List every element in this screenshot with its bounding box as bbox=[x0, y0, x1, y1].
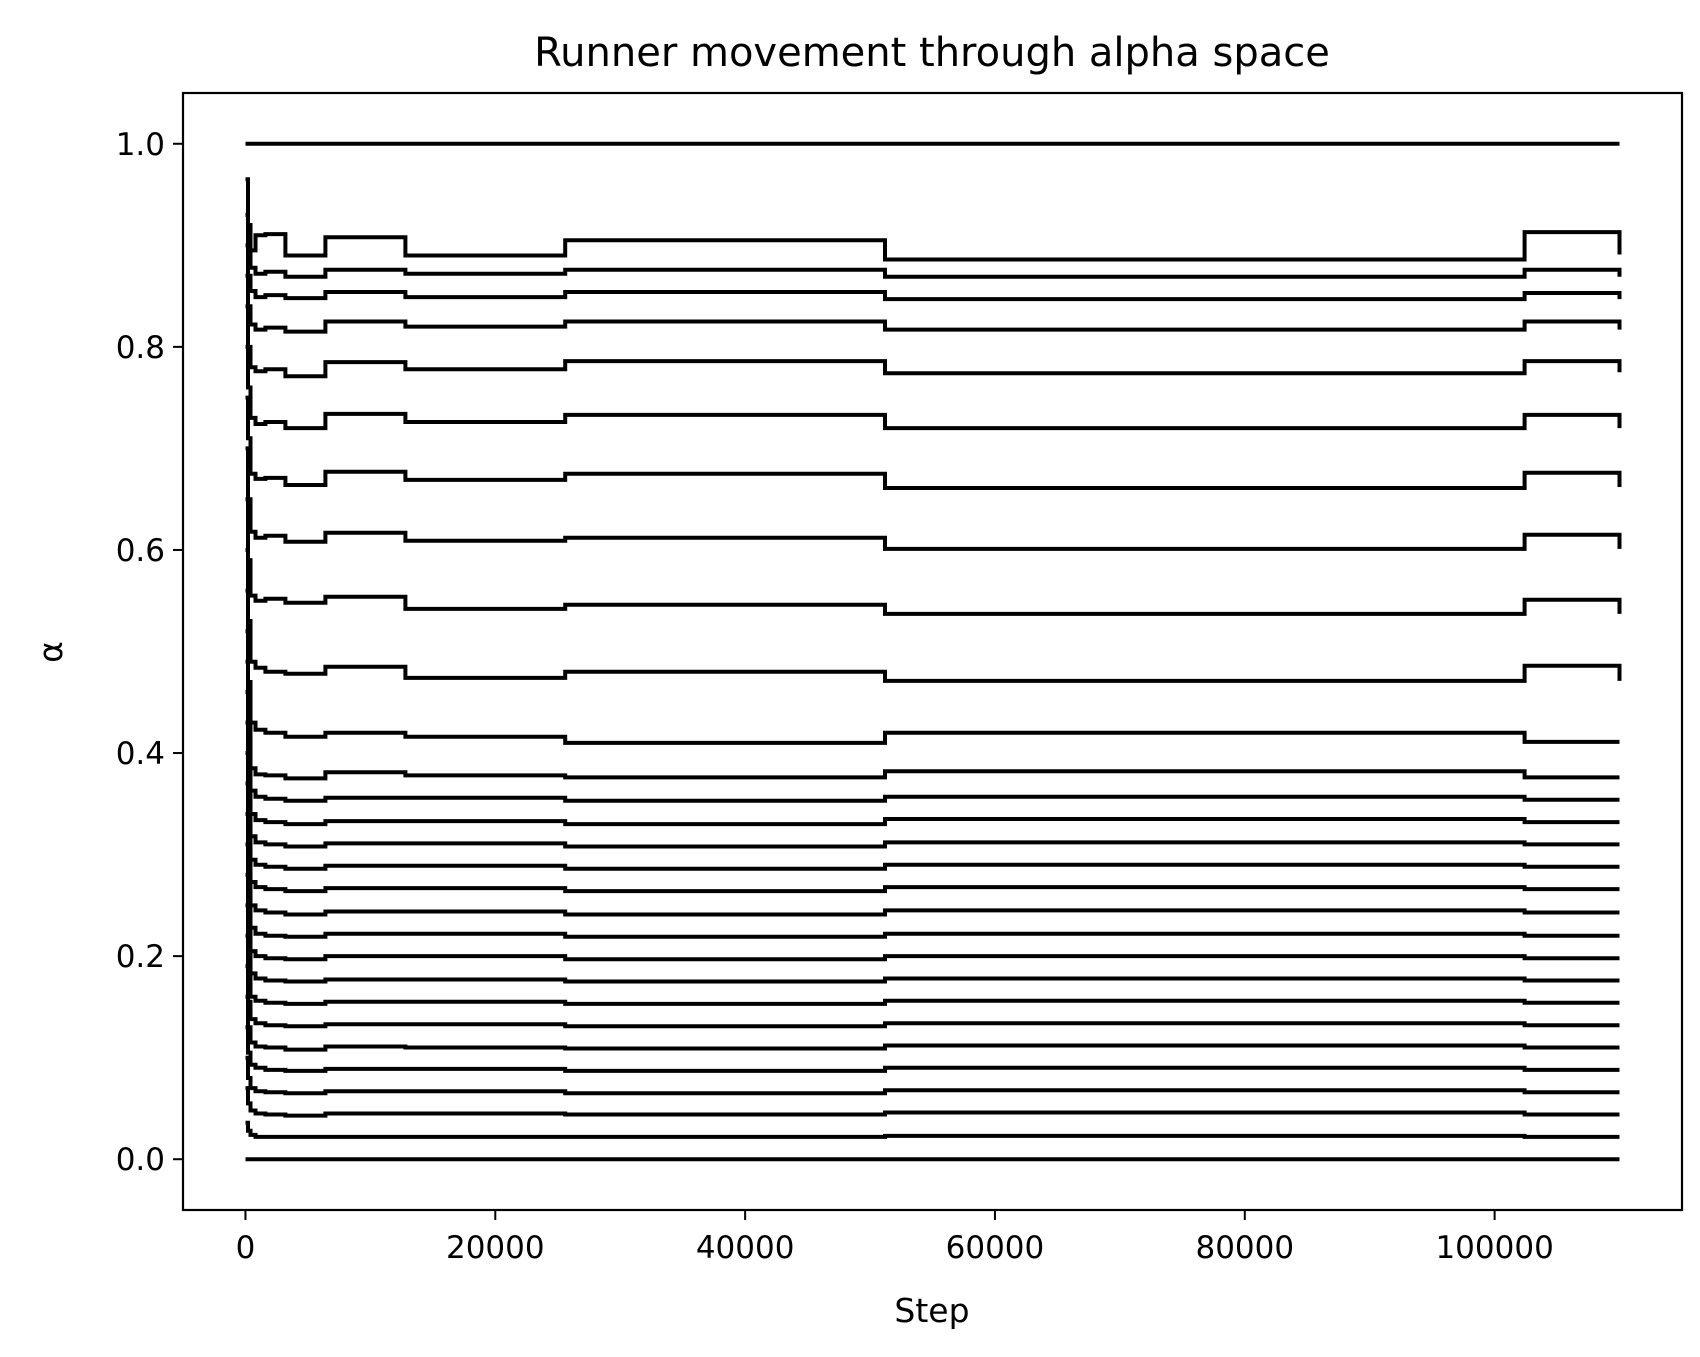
x-tick-label-4: 80000 bbox=[1195, 1230, 1294, 1266]
y-tick-label-0: 0.0 bbox=[116, 1142, 165, 1178]
series-line-8 bbox=[245, 903, 1620, 984]
series-line-17 bbox=[245, 629, 1620, 781]
x-tick-label-2: 40000 bbox=[696, 1230, 795, 1266]
series-line-23 bbox=[245, 344, 1622, 431]
series-line-6 bbox=[245, 964, 1620, 1029]
x-tick-label-5: 100000 bbox=[1435, 1230, 1553, 1266]
series-line-9 bbox=[245, 872, 1620, 962]
y-tick-label-5: 1.0 bbox=[116, 127, 165, 163]
x-axis-label: Step bbox=[894, 1291, 969, 1330]
series-line-21 bbox=[245, 446, 1622, 551]
series-line-10 bbox=[245, 842, 1620, 939]
chart-title: Runner movement through alpha space bbox=[534, 30, 1330, 76]
series-line-1 bbox=[245, 1120, 1620, 1139]
y-tick-label-3: 0.6 bbox=[116, 533, 165, 569]
y-tick-label-4: 0.8 bbox=[116, 330, 165, 366]
series-line-28 bbox=[245, 177, 1622, 262]
series-line-22 bbox=[245, 395, 1622, 490]
series-line-5 bbox=[245, 994, 1620, 1052]
series-line-27 bbox=[245, 212, 1622, 279]
series-line-7 bbox=[245, 933, 1620, 1006]
series-line-26 bbox=[245, 243, 1622, 302]
series-line-24 bbox=[245, 304, 1622, 379]
series-line-3 bbox=[245, 1055, 1620, 1096]
series-line-19 bbox=[245, 548, 1622, 683]
series-line-11 bbox=[245, 812, 1620, 917]
plot-area bbox=[181, 91, 1684, 1212]
plot-frame bbox=[181, 91, 1684, 1212]
x-axis: 0 20000 40000 60000 80000 100000 bbox=[236, 1210, 1554, 1266]
series-line-14 bbox=[245, 720, 1620, 849]
series-line-2 bbox=[245, 1086, 1620, 1118]
x-tick-label-0: 0 bbox=[236, 1230, 256, 1266]
series-line-25 bbox=[245, 273, 1622, 334]
series-line-4 bbox=[245, 1025, 1620, 1073]
x-tick-label-3: 60000 bbox=[946, 1230, 1045, 1266]
y-axis-label: α bbox=[31, 641, 70, 663]
series-line-20 bbox=[245, 497, 1622, 616]
y-tick-label-1: 0.2 bbox=[116, 939, 165, 975]
series-line-18 bbox=[245, 588, 1620, 745]
x-tick-label-1: 20000 bbox=[446, 1230, 545, 1266]
y-tick-label-2: 0.4 bbox=[116, 736, 165, 772]
y-axis: 0.0 0.2 0.4 0.6 0.8 1.0 bbox=[116, 127, 183, 1178]
series-line-15 bbox=[245, 690, 1620, 827]
series-group bbox=[245, 141, 1622, 1162]
